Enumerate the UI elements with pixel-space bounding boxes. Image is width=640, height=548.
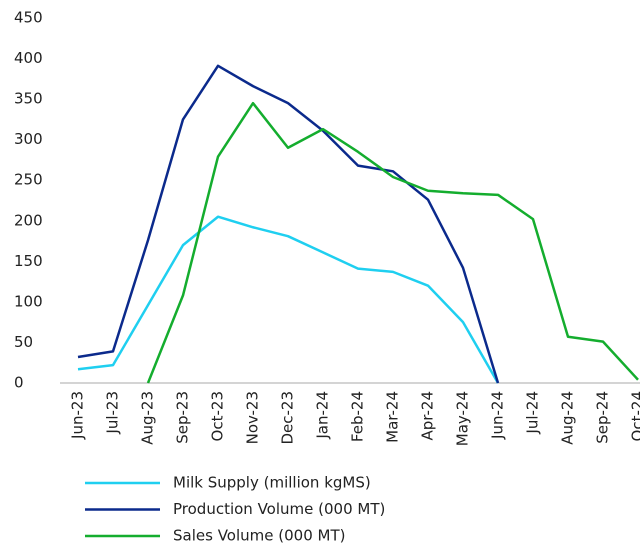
x-tick-label: Aug-24: [559, 391, 577, 445]
x-tick-label: Jan-24: [314, 391, 332, 440]
series-line: [146, 101, 639, 384]
x-tick-label: Oct-24: [629, 391, 640, 441]
legend-label: Sales Volume (000 MT): [173, 527, 345, 545]
legend-label: Milk Supply (million kgMS): [173, 474, 371, 492]
y-tick-label: 350: [14, 90, 43, 108]
x-tick-label: Jul-23: [104, 391, 122, 435]
x-tick-label: Aug-23: [139, 391, 157, 445]
y-tick-label: 50: [14, 333, 33, 351]
y-tick-label: 100: [14, 292, 43, 310]
x-tick-label: Sep-23: [174, 391, 192, 444]
y-tick-label: 450: [14, 9, 43, 27]
y-tick-label: 200: [14, 211, 43, 229]
y-tick-label: 150: [14, 252, 43, 270]
y-tick-label: 400: [14, 49, 43, 67]
y-tick-label: 0: [14, 374, 24, 392]
x-tick-label: Jul-24: [524, 391, 542, 435]
y-tick-label: 300: [14, 130, 43, 148]
x-tick-label: Mar-24: [384, 391, 402, 443]
x-tick-label: Dec-23: [279, 391, 297, 445]
y-tick-label: 250: [14, 171, 43, 189]
x-tick-label: Nov-23: [244, 391, 262, 444]
x-tick-label: Sep-24: [594, 391, 612, 444]
series-line: [77, 64, 500, 384]
x-tick-label: Apr-24: [419, 391, 437, 441]
x-tick-label: Oct-23: [209, 391, 227, 441]
x-tick-label: May-24: [454, 391, 472, 446]
x-tick-label: Jun-24: [489, 391, 507, 440]
x-tick-label: Jun-23: [69, 391, 87, 440]
x-tick-label: Feb-24: [349, 391, 367, 442]
legend-label: Production Volume (000 MT): [173, 500, 385, 518]
series-line: [77, 215, 500, 384]
